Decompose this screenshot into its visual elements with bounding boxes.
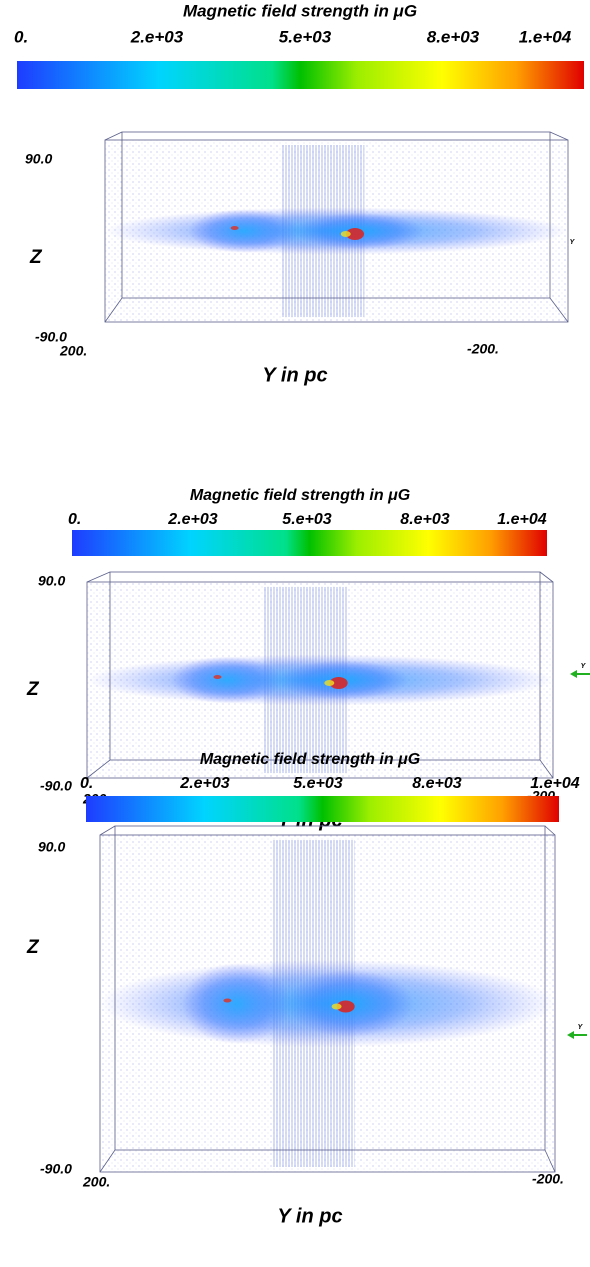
z-axis-label: Z [29, 247, 43, 268]
box-edge [544, 1149, 556, 1173]
z-bottom-label: -90.0 [35, 329, 67, 345]
box-back [109, 571, 541, 761]
box-edge [539, 571, 554, 583]
z-top-label: 90.0 [25, 151, 52, 167]
colorbar [17, 61, 584, 89]
hot-spot [223, 998, 232, 1003]
hot-spot [324, 680, 335, 686]
colorbar-tick-label: 1.e+04 [530, 775, 579, 792]
hot-spot [213, 675, 222, 679]
colorbar-tick-label: 8.e+03 [412, 775, 461, 792]
colorbar-tick-label: 8.e+03 [427, 27, 480, 46]
colorbar-tick-label: 8.e+03 [400, 511, 449, 528]
colorbar-tick-label: 1.e+04 [519, 27, 572, 46]
axis-arrow-head [570, 670, 577, 678]
colorbar-title: Magnetic field strength in μG [200, 751, 420, 768]
hot-spot [230, 226, 239, 230]
hot-spot [340, 231, 351, 237]
z-bottom-label: -90.0 [40, 1161, 72, 1177]
box-edge [104, 297, 123, 323]
axis-marker: Y [578, 1024, 584, 1031]
box-edge [104, 131, 123, 141]
hot-spot [336, 1000, 355, 1013]
colorbar-tick-label: 2.e+03 [167, 511, 217, 528]
box-edge [539, 759, 554, 779]
box-edge [544, 825, 556, 836]
colorbar-tick-label: 5.e+03 [293, 775, 342, 792]
z-axis-label: Z [26, 679, 40, 700]
colorbar-tick-label: 1.e+04 [497, 511, 546, 528]
z-bottom-label: -90.0 [40, 778, 72, 794]
box-front [99, 834, 556, 1173]
box-back [121, 131, 551, 299]
box-front [86, 581, 554, 779]
colorbar-tick-label: 0. [14, 27, 28, 46]
box-edge [99, 825, 116, 836]
box-edge [86, 571, 111, 583]
z-top-label: 90.0 [38, 839, 65, 855]
y-right-label: -200. [467, 341, 499, 357]
box-edge [86, 759, 111, 779]
colorbar-tick-label: 0. [80, 775, 93, 792]
box-front [104, 139, 569, 323]
colorbar-tick-label: 2.e+03 [130, 27, 184, 46]
axis-marker: Y [581, 663, 587, 670]
colorbar-title: Magnetic field strength in μG [190, 487, 410, 504]
field-cloud [188, 209, 300, 253]
colorbar-title: Magnetic field strength in μG [183, 1, 417, 20]
field-cloud [170, 656, 283, 704]
colorbar [86, 796, 559, 822]
colorbar-tick-label: 5.e+03 [282, 511, 331, 528]
box-edge [99, 1149, 116, 1173]
y-axis-label: Y in pc [262, 364, 327, 386]
hot-spot [329, 677, 348, 689]
box-back [114, 825, 546, 1151]
colorbar-tick-label: 5.e+03 [279, 27, 332, 46]
y-right-label: -200. [532, 1171, 564, 1187]
box-edge [549, 131, 569, 141]
axis-marker: Y [570, 239, 576, 246]
y-axis-label: Y in pc [277, 1205, 342, 1227]
colorbar-tick-label: 2.e+03 [179, 775, 229, 792]
colorbar-tick-label: 0. [68, 511, 81, 528]
hot-spot [331, 1003, 342, 1010]
y-left-label: 200. [59, 343, 87, 359]
box-edge [549, 297, 569, 323]
field-cloud [181, 963, 292, 1044]
z-top-label: 90.0 [38, 573, 65, 589]
colorbar [72, 530, 547, 556]
y-left-label: 200. [82, 1174, 110, 1190]
z-axis-label: Z [26, 937, 40, 958]
axis-arrow-head [567, 1031, 574, 1039]
hot-spot [346, 228, 365, 240]
